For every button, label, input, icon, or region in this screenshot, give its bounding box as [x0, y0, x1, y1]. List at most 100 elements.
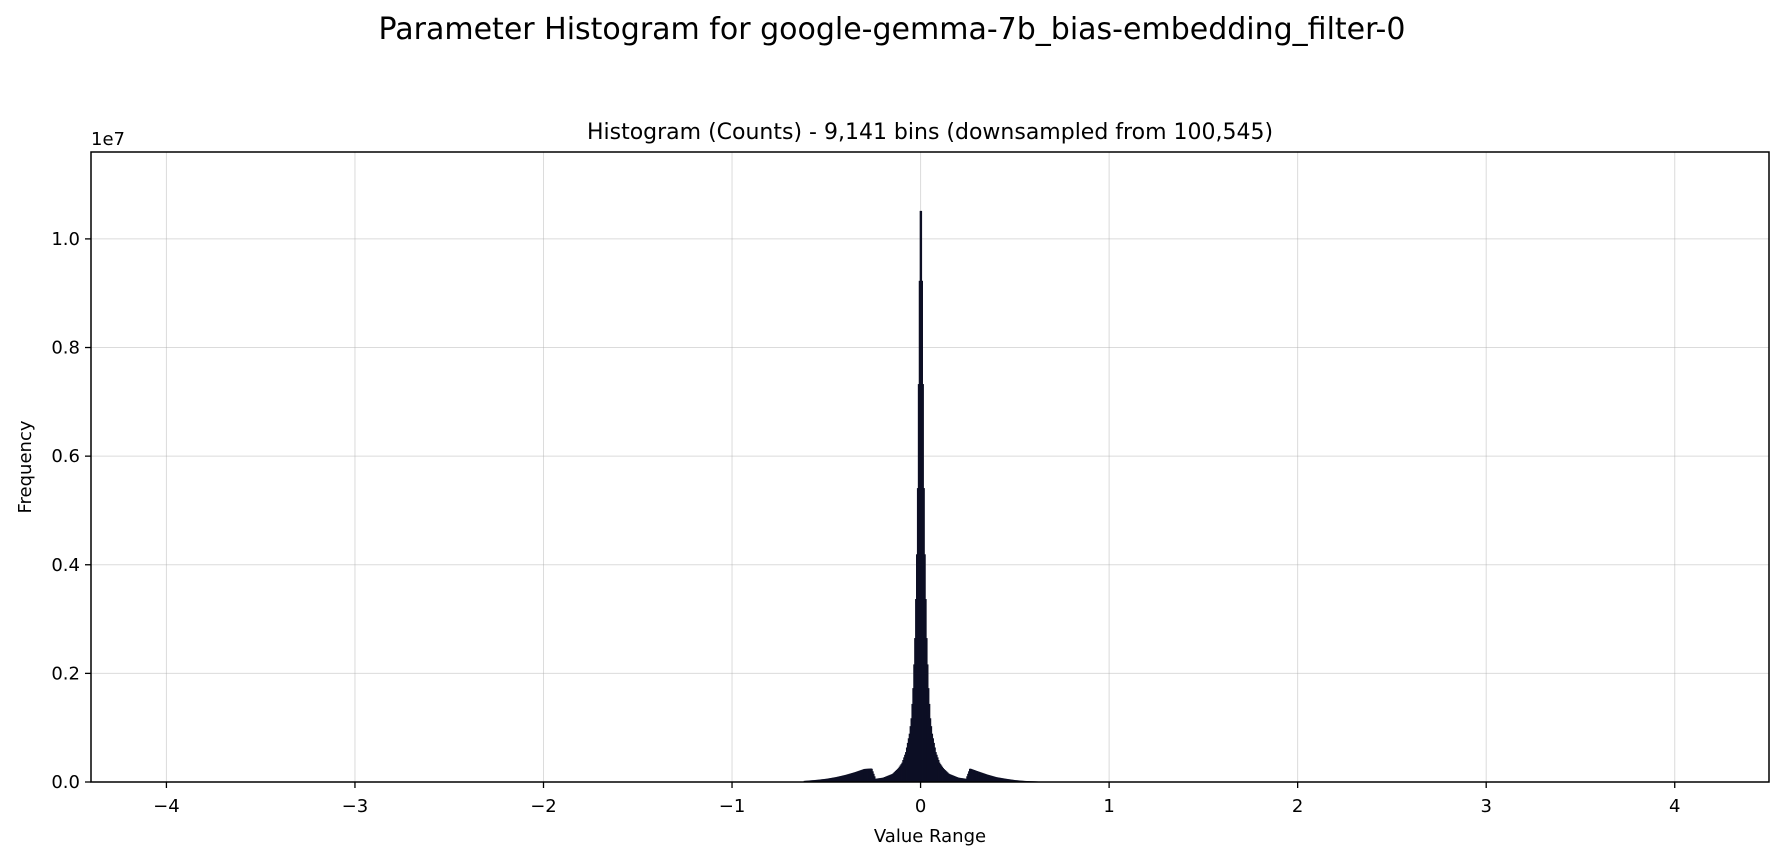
histogram-bar — [897, 768, 900, 782]
x-tick-label: −1 — [719, 796, 746, 817]
histogram-bar — [816, 779, 818, 782]
x-tick-label: −2 — [530, 796, 557, 817]
histogram-bar — [888, 775, 891, 782]
histogram-bar — [848, 773, 850, 782]
histogram-bar — [810, 780, 812, 782]
histogram-bar — [822, 779, 825, 782]
histogram-bar — [886, 775, 889, 782]
histogram-bar — [855, 771, 858, 782]
histogram-bar — [841, 775, 844, 782]
histogram-bar — [938, 762, 941, 782]
histogram-bar — [969, 768, 972, 782]
histogram-bar — [862, 769, 864, 782]
histogram-bar — [861, 769, 863, 782]
histogram-bar — [994, 776, 997, 782]
histogram-bar — [867, 768, 870, 782]
histogram-bar — [1003, 778, 1006, 782]
histogram-bar — [818, 779, 820, 782]
histogram-bar — [901, 762, 903, 782]
figure-title: Parameter Histogram for google-gemma-7b_… — [378, 12, 1406, 47]
histogram-bar — [900, 764, 902, 782]
histogram-bar — [980, 772, 983, 782]
x-tick-label: 2 — [1292, 796, 1303, 817]
histogram-bar — [912, 688, 914, 782]
histogram-bar — [947, 773, 950, 782]
histogram-bar — [966, 776, 968, 782]
histogram-bar — [858, 770, 860, 782]
histogram-bar — [1007, 779, 1009, 782]
histogram-bar — [971, 769, 974, 782]
histogram-bar — [955, 776, 957, 782]
histogram-bar — [909, 726, 912, 782]
histogram-bar — [979, 771, 981, 782]
y-tick-label: 0.8 — [51, 338, 80, 359]
histogram-bar — [921, 280, 924, 782]
y-tick-label: 0.0 — [51, 772, 80, 793]
histogram-bar — [810, 780, 813, 782]
histogram-bar — [895, 769, 898, 782]
y-tick-label: 0.6 — [51, 446, 80, 467]
histogram-bar — [876, 778, 879, 782]
histogram-bar — [970, 769, 973, 782]
histogram-bar — [937, 757, 939, 782]
histogram-bar — [894, 771, 896, 782]
histogram-bar — [954, 776, 956, 782]
histogram-bar — [873, 776, 876, 782]
histogram-bar — [905, 752, 907, 782]
histogram-bar — [878, 778, 881, 782]
histogram-bar — [989, 775, 991, 782]
histogram-bar — [950, 774, 953, 782]
histogram-bar — [952, 775, 955, 782]
histogram-bar — [920, 210, 923, 783]
y-tick-label: 0.4 — [51, 555, 80, 576]
histogram-bar — [868, 768, 871, 782]
histogram-bar — [820, 779, 823, 782]
histogram-bar — [812, 780, 815, 782]
histogram-bar — [999, 777, 1001, 782]
x-tick-label: 3 — [1480, 796, 1491, 817]
histogram-bar — [1000, 777, 1002, 782]
histogram-bar — [831, 777, 833, 782]
histogram-bar — [821, 779, 824, 782]
histogram-bar — [949, 774, 952, 782]
histogram-bar — [945, 770, 947, 782]
histogram-bar — [865, 768, 868, 782]
histogram-bar — [827, 778, 829, 782]
histogram-bar — [857, 771, 860, 782]
histogram-bar — [957, 777, 959, 782]
histogram-bar — [940, 765, 943, 782]
histogram-bar — [926, 638, 928, 782]
histogram-bar — [826, 778, 828, 782]
histogram-bar — [948, 774, 951, 782]
histogram-bar — [893, 772, 895, 782]
histogram-bar — [934, 747, 936, 782]
histogram-bar — [863, 768, 866, 782]
histogram-bar — [892, 773, 894, 782]
histogram-bar — [842, 775, 845, 782]
histogram-bar — [830, 778, 832, 782]
histogram-bar — [958, 777, 961, 782]
histogram-bar — [908, 733, 911, 782]
axis-ticks: −4 −3 −2 −1 0 1 2 3 4 0.0 0.2 0.4 0.6 0.8 1.0 — [51, 229, 1680, 817]
histogram-bar — [885, 776, 888, 782]
histogram-bar — [841, 775, 843, 782]
histogram-bar — [922, 384, 924, 782]
histogram-bar — [896, 769, 899, 782]
histogram-bar — [933, 742, 935, 782]
histogram-bar — [1011, 779, 1014, 782]
chart-title: Histogram (Counts) - 9,141 bins (downsam… — [587, 120, 1273, 145]
histogram-bar — [898, 766, 901, 782]
histogram-bar — [1004, 778, 1007, 782]
histogram-bar — [997, 777, 999, 782]
x-tick-label: −3 — [342, 796, 369, 817]
histogram-bar — [870, 768, 872, 782]
histogram-bar — [874, 778, 877, 782]
histogram-bar — [976, 771, 978, 782]
histogram-bar — [864, 768, 867, 782]
histogram-bar — [974, 770, 976, 782]
histogram-bar — [813, 780, 816, 782]
histogram-bar — [840, 775, 842, 782]
histogram-bar — [1000, 778, 1003, 782]
histogram-bar — [880, 777, 882, 782]
histogram-bar — [919, 210, 922, 783]
